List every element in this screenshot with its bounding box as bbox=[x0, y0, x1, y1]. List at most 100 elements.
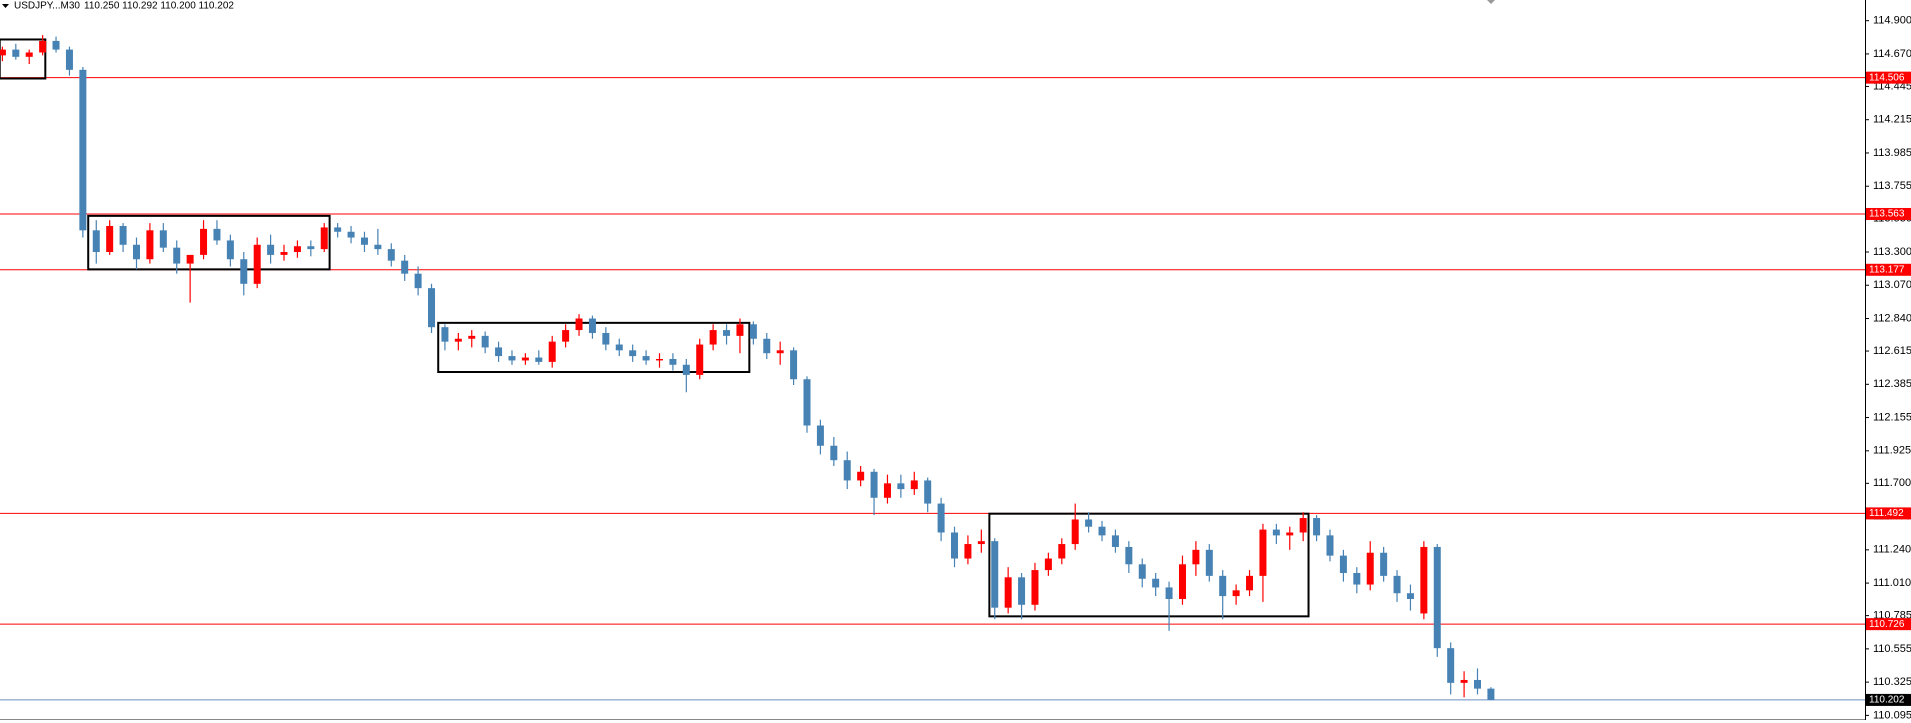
candle-body bbox=[1111, 535, 1119, 547]
menu-triangle[interactable] bbox=[2, 4, 9, 8]
candle-body bbox=[253, 244, 261, 284]
y-tick-label: 114.900 bbox=[1873, 15, 1911, 27]
candle-body bbox=[1353, 572, 1361, 585]
candle-body bbox=[1071, 519, 1079, 545]
candle-body bbox=[267, 244, 275, 255]
level-label: 110.726 bbox=[1869, 619, 1905, 630]
candle-body bbox=[280, 252, 288, 255]
candle-body bbox=[682, 364, 690, 375]
candle-body bbox=[642, 356, 650, 361]
candle-body bbox=[588, 318, 596, 333]
candle-body bbox=[213, 228, 221, 241]
y-tick-label: 114.215 bbox=[1873, 114, 1911, 126]
candle-body bbox=[1125, 546, 1133, 565]
candle-body bbox=[1058, 544, 1066, 559]
range-box bbox=[988, 512, 1310, 618]
candle-body bbox=[1205, 549, 1213, 576]
candle-body bbox=[535, 357, 543, 362]
candle-body bbox=[1326, 535, 1334, 556]
y-tick-label: 112.840 bbox=[1873, 312, 1911, 324]
candle-body bbox=[1044, 558, 1052, 571]
candle-body bbox=[857, 471, 865, 481]
level-tag bbox=[1866, 71, 1911, 84]
candle-body bbox=[12, 49, 20, 57]
y-tick-label: 113.755 bbox=[1873, 180, 1911, 192]
candle-body bbox=[146, 230, 154, 260]
candle-body bbox=[763, 338, 771, 354]
candle-body bbox=[307, 246, 315, 250]
candle-body bbox=[320, 227, 328, 250]
candle-body bbox=[1447, 648, 1455, 683]
candle-body bbox=[843, 460, 851, 481]
candle-body bbox=[387, 249, 395, 261]
candle-body bbox=[92, 230, 100, 253]
y-tick-label: 113.300 bbox=[1873, 246, 1911, 258]
y-tick-label: 114.670 bbox=[1873, 48, 1911, 60]
y-tick-label: 111.240 bbox=[1873, 544, 1911, 556]
candle-body bbox=[1433, 546, 1441, 649]
candle-body bbox=[816, 425, 824, 446]
candle-body bbox=[25, 52, 33, 57]
candle-body bbox=[1004, 577, 1012, 608]
candle-body bbox=[468, 335, 476, 339]
candle-body bbox=[1085, 519, 1093, 527]
symbol-title: USDJPY...M30 bbox=[14, 1, 80, 12]
candle-body bbox=[1474, 679, 1481, 689]
candle-body bbox=[1313, 518, 1321, 536]
candle-body bbox=[830, 445, 838, 461]
candle-body bbox=[79, 69, 87, 231]
candle-body bbox=[106, 225, 114, 253]
candle-body bbox=[52, 40, 60, 50]
candle-body bbox=[951, 532, 959, 559]
level-label: 111.492 bbox=[1869, 508, 1904, 519]
candle-body bbox=[428, 288, 436, 328]
current-price-label: 110.202 bbox=[1869, 695, 1905, 706]
candle-body bbox=[1460, 679, 1468, 683]
candle-body bbox=[964, 544, 972, 559]
candle-body bbox=[293, 246, 301, 253]
candle-body bbox=[360, 237, 368, 245]
y-tick-label: 110.325 bbox=[1873, 676, 1911, 688]
candle-body bbox=[696, 344, 704, 375]
candle-body bbox=[1299, 518, 1307, 533]
range-box bbox=[0, 38, 47, 80]
candle-body bbox=[334, 227, 342, 232]
y-tick-label: 112.155 bbox=[1873, 411, 1911, 423]
candle-body bbox=[133, 244, 140, 260]
candle-body bbox=[521, 357, 529, 361]
level-tag bbox=[1866, 207, 1911, 220]
candle-body bbox=[655, 358, 663, 361]
candle-body bbox=[870, 471, 878, 498]
candle-body bbox=[481, 335, 489, 348]
y-tick-label: 110.095 bbox=[1873, 709, 1911, 721]
candle-body bbox=[495, 347, 503, 357]
candle-body bbox=[173, 247, 181, 264]
candle-body bbox=[1406, 593, 1414, 599]
y-tick-label: 112.615 bbox=[1873, 345, 1911, 357]
candle-body bbox=[374, 244, 382, 250]
candle-body bbox=[790, 350, 798, 380]
candle-body bbox=[1420, 546, 1428, 614]
candle-body bbox=[1286, 532, 1294, 536]
candle-body bbox=[454, 338, 462, 342]
candle-body bbox=[1339, 555, 1347, 573]
candle-body bbox=[575, 318, 583, 331]
candle-body bbox=[991, 541, 999, 608]
candle-body bbox=[615, 344, 623, 351]
candle-body bbox=[1138, 564, 1146, 579]
plot-area: 114.900114.670114.445114.215113.985113.7… bbox=[0, 15, 1911, 721]
candle-body bbox=[200, 228, 208, 255]
candle-body bbox=[1259, 529, 1267, 576]
candle-body bbox=[602, 332, 610, 345]
candle-body bbox=[1018, 577, 1026, 605]
candle-body bbox=[508, 356, 516, 361]
level-tag bbox=[1866, 507, 1911, 520]
candle-body bbox=[1031, 570, 1039, 605]
candle-body bbox=[897, 483, 905, 490]
candle-body bbox=[977, 541, 985, 545]
candle-body bbox=[723, 330, 731, 336]
candle-body bbox=[669, 358, 677, 365]
candle-body bbox=[1272, 529, 1280, 536]
candle-body bbox=[226, 240, 234, 260]
